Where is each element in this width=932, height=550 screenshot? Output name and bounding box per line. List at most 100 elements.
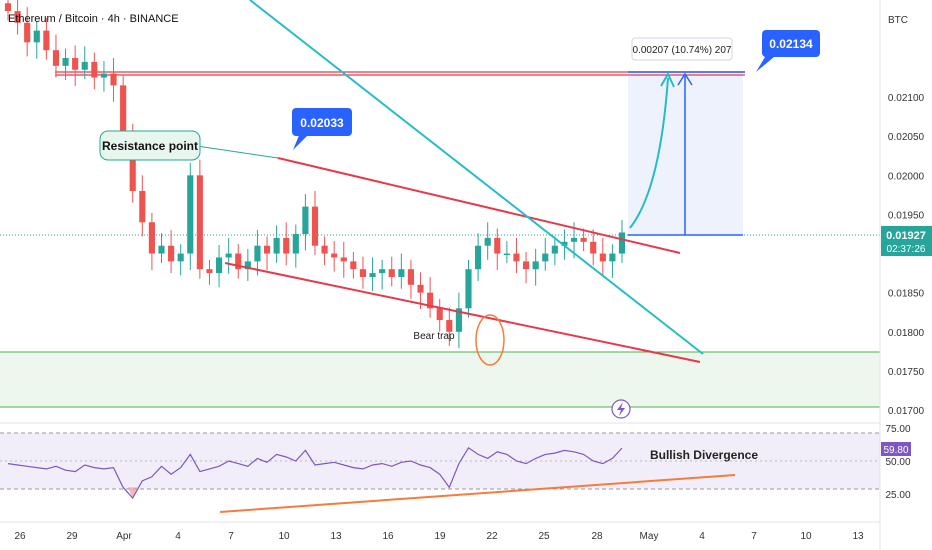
channel-upper xyxy=(277,157,681,254)
candle-body xyxy=(542,253,549,262)
x-tick-label: 4 xyxy=(175,531,181,542)
candle-body xyxy=(609,253,616,262)
candle-body xyxy=(120,85,127,137)
candle-body xyxy=(350,261,357,270)
candle-body xyxy=(139,190,146,223)
candle-body xyxy=(244,261,251,270)
resistance-label-box xyxy=(99,130,201,161)
candle-body xyxy=(455,308,462,332)
price-axis-bg xyxy=(880,0,932,550)
candle-body xyxy=(513,253,520,262)
callout-0.02033-tail xyxy=(293,133,310,150)
candle-body xyxy=(388,269,395,278)
projection-curve xyxy=(629,77,669,229)
x-tick-label: 10 xyxy=(800,531,812,542)
x-tick-label: 25 xyxy=(538,531,550,542)
candle-body xyxy=(215,257,223,274)
candle-body xyxy=(570,237,578,242)
resistance-pointer xyxy=(189,144,279,159)
candle-body xyxy=(407,269,415,285)
rsi-line xyxy=(7,446,623,500)
candle-body xyxy=(494,237,501,254)
candle-body xyxy=(81,61,88,70)
candle-body xyxy=(503,253,510,256)
candles xyxy=(4,0,626,349)
candle-body xyxy=(436,308,443,321)
support-zone xyxy=(0,352,880,407)
candle-body xyxy=(618,232,626,254)
candle-body xyxy=(331,253,338,258)
candle-body xyxy=(599,253,606,262)
candle-body xyxy=(446,320,453,332)
candle-body xyxy=(263,245,271,254)
chart-title: Ethereum / Bitcoin · 4h · BINANCE xyxy=(8,13,179,25)
bear-trap-circle xyxy=(475,314,505,366)
candle-body xyxy=(14,11,21,23)
y-tick-label: 0.01750 xyxy=(888,367,925,378)
candle-body xyxy=(359,269,367,278)
candle-body xyxy=(52,50,60,66)
x-tick-label: 28 xyxy=(591,531,603,542)
candle-body xyxy=(62,58,69,66)
candle-body xyxy=(110,73,117,86)
rsi-y-ticks: 75.00 50.00 25.00 xyxy=(885,424,910,501)
x-tick-label: 26 xyxy=(14,531,26,542)
candle-body xyxy=(187,175,194,254)
y-tick-label: 0.02000 xyxy=(888,171,925,182)
callout-0.02134-box xyxy=(762,30,820,57)
candle-body xyxy=(254,245,261,262)
callout-0.02033-box xyxy=(292,108,352,136)
candle-body xyxy=(4,3,12,12)
bullish-divergence-label: Bullish Divergence xyxy=(650,448,758,462)
x-tick-label: 16 xyxy=(382,531,394,542)
candle-body xyxy=(292,234,299,254)
candle-body xyxy=(465,269,472,309)
x-tick-label: 29 xyxy=(66,531,78,542)
candle-body xyxy=(561,241,568,246)
measure-label: 0.00207 (10.74%) 207 xyxy=(633,45,732,56)
candle-body xyxy=(369,273,376,278)
candle-body xyxy=(321,245,328,254)
bear-trap-label: Bear trap xyxy=(413,331,455,342)
y-tick-label: 0.01950 xyxy=(888,210,925,221)
candle-body xyxy=(100,73,108,78)
last-price: 0.01927 xyxy=(886,230,926,242)
countdown: 02:37:26 xyxy=(887,244,926,255)
candle-body xyxy=(235,253,242,270)
candle-body xyxy=(484,237,491,246)
candle-body xyxy=(475,245,482,270)
x-tick-label: 4 xyxy=(699,531,705,542)
channel-lower xyxy=(224,262,701,363)
candle-body xyxy=(379,269,386,274)
last-price-tag xyxy=(881,226,932,256)
candle-body xyxy=(91,61,98,78)
x-tick-label: 19 xyxy=(434,531,446,542)
callout-0.02134: 0.02134 xyxy=(769,37,813,51)
x-tick-label: May xyxy=(640,531,659,542)
candle-body xyxy=(43,30,50,51)
rsi-value: 59.80 xyxy=(883,445,908,456)
x-tick-label: Apr xyxy=(116,531,132,542)
rsi-tick-label: 50.00 xyxy=(885,457,910,468)
candle-body xyxy=(417,284,424,293)
target-price-tag xyxy=(881,51,931,65)
x-tick-label: 7 xyxy=(228,531,234,542)
rsi-value-tag xyxy=(881,442,911,456)
candle-body xyxy=(24,22,31,43)
candle-body xyxy=(340,257,347,262)
rsi-tick-label: 75.00 xyxy=(885,424,910,435)
candle-body xyxy=(532,261,539,270)
candle-body xyxy=(311,206,319,246)
candle-body xyxy=(225,253,232,258)
candle-body xyxy=(273,237,280,254)
candle-body xyxy=(177,253,184,262)
x-tick-label: 22 xyxy=(486,531,498,542)
candle-body xyxy=(522,261,530,270)
lightning-bolt xyxy=(617,402,625,416)
candle-body xyxy=(33,30,40,43)
divergence-line xyxy=(219,474,736,513)
candle-body xyxy=(302,206,309,234)
y-tick-label: 0.01800 xyxy=(888,328,925,339)
candle-body xyxy=(72,58,79,70)
